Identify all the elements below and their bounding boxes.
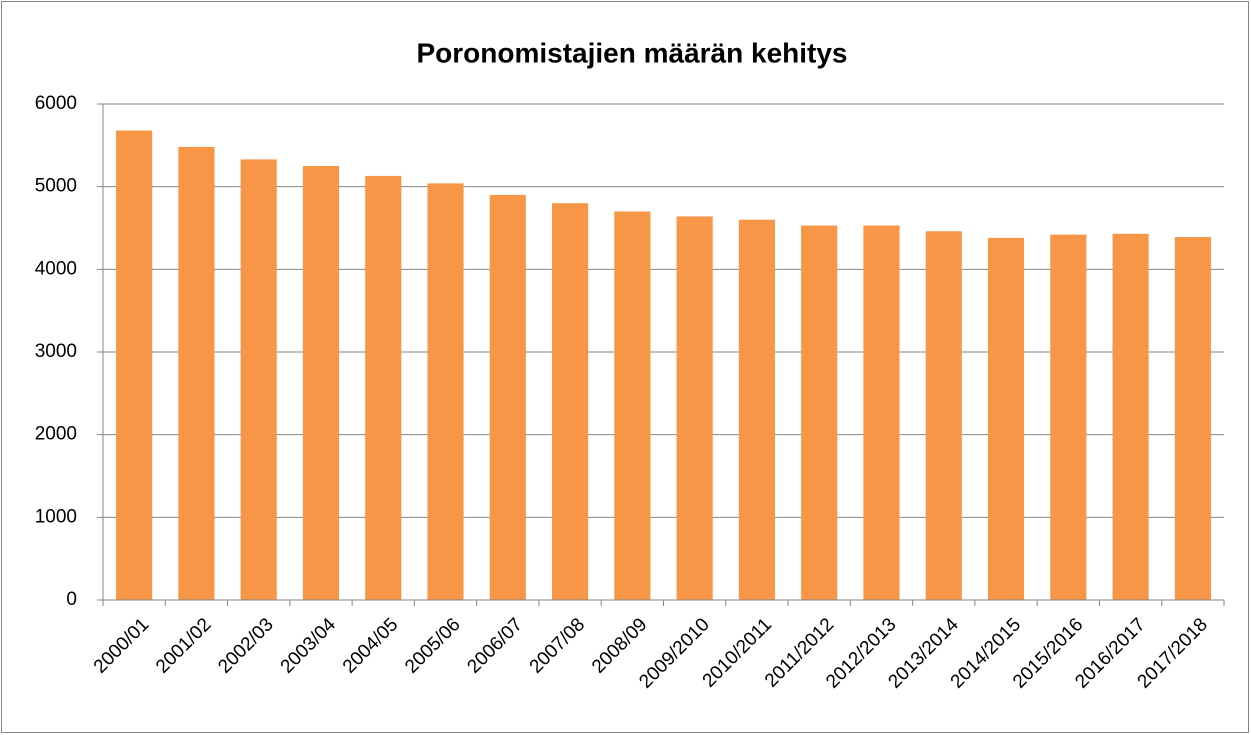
bar: [489, 194, 526, 600]
bar: [987, 237, 1025, 601]
bar: [178, 146, 215, 600]
bar: [552, 203, 589, 600]
bar: [365, 175, 402, 601]
chart-title: Poronomistajien määrän kehitys: [416, 37, 847, 68]
bar: [302, 166, 340, 600]
bar: [801, 225, 838, 600]
bar: [738, 219, 775, 600]
y-tick-label: 4000: [35, 258, 77, 279]
bar: [427, 183, 464, 601]
bar: [925, 231, 962, 600]
y-tick-label: 1000: [35, 506, 77, 527]
bar: [614, 211, 651, 600]
bar: [676, 216, 713, 600]
y-tick-label: 6000: [35, 93, 77, 114]
y-tick-label: 5000: [35, 176, 77, 197]
bar: [1050, 234, 1087, 600]
y-tick-label: 2000: [35, 424, 77, 445]
bar: [1174, 237, 1211, 601]
bar: [116, 130, 153, 600]
bar: [863, 225, 900, 600]
y-tick-label: 0: [66, 589, 77, 610]
bar: [1112, 233, 1149, 600]
bar: [240, 159, 277, 601]
y-tick-label: 3000: [35, 341, 77, 362]
